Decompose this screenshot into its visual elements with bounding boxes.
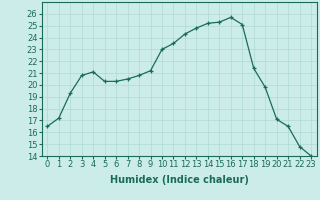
X-axis label: Humidex (Indice chaleur): Humidex (Indice chaleur) bbox=[110, 175, 249, 185]
